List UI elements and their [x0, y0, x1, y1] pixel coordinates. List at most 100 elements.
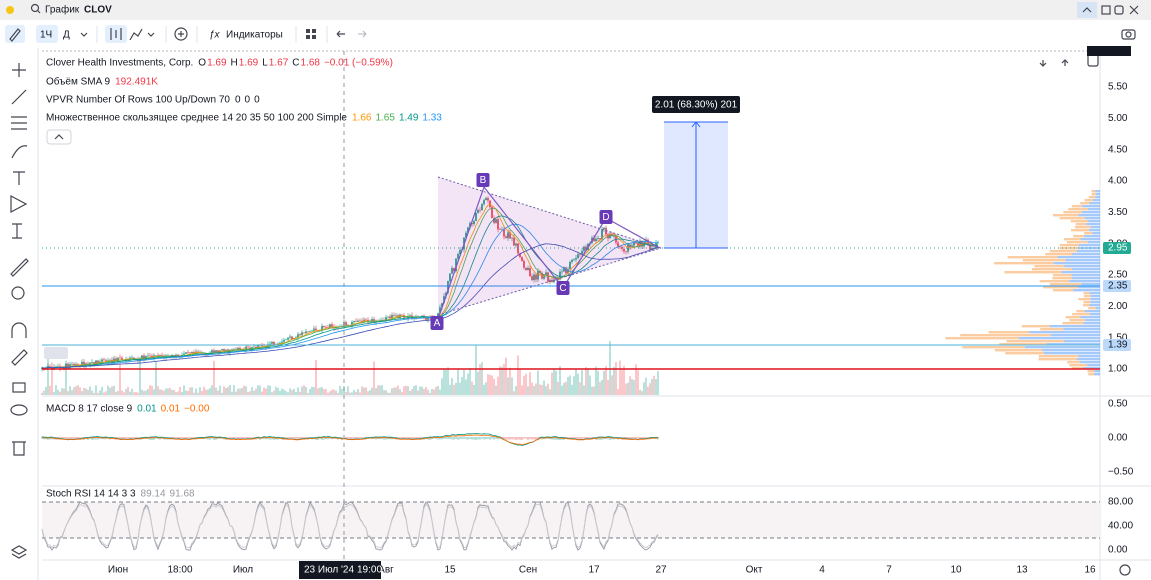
- candle-body: [469, 223, 471, 228]
- draw-button[interactable]: [5, 25, 25, 43]
- time-axis-settings[interactable]: [1119, 564, 1131, 576]
- volume-bar: [337, 392, 339, 395]
- volume-bar: [627, 382, 629, 395]
- volume-profile-up: [1074, 226, 1091, 229]
- zoom-tool[interactable]: [11, 286, 25, 300]
- volume-bar: [275, 386, 277, 395]
- candle-body: [451, 268, 453, 274]
- triangle-pattern[interactable]: [438, 177, 661, 315]
- volume-bar: [187, 391, 189, 395]
- pattern-tool[interactable]: [10, 195, 28, 213]
- eye-badge[interactable]: [44, 347, 68, 359]
- interval[interactable]: 1Ч: [40, 30, 52, 41]
- area-icon[interactable]: [129, 28, 143, 41]
- dropdown-icon[interactable]: [147, 32, 155, 37]
- macd-hist: [397, 437, 399, 439]
- indicators-button[interactable]: Индикаторы: [226, 30, 283, 41]
- candle-body: [511, 237, 513, 239]
- prediction-tool[interactable]: [12, 223, 22, 239]
- restore-button[interactable]: [1101, 5, 1111, 15]
- macd-hist: [555, 437, 557, 440]
- volume-bar: [543, 380, 545, 395]
- trendline-tool[interactable]: [11, 89, 27, 105]
- volume-bar: [463, 369, 465, 395]
- volume-bar: [461, 377, 463, 395]
- volume-bar: [165, 388, 167, 395]
- macd-hist: [597, 437, 599, 440]
- volume-bar: [199, 387, 201, 395]
- legend-value: 1.65: [375, 113, 395, 124]
- legend-value: 1.33: [422, 113, 442, 124]
- volume-bar: [259, 385, 261, 395]
- search-icon[interactable]: [30, 3, 40, 13]
- collapse-button[interactable]: [1077, 2, 1097, 18]
- candle-body: [551, 279, 553, 283]
- add-icon[interactable]: [174, 27, 188, 41]
- candle-body: [147, 355, 149, 357]
- candle-body: [313, 328, 315, 331]
- volume-bar: [213, 360, 215, 395]
- candle-body: [303, 332, 305, 334]
- volume-bar: [523, 375, 525, 395]
- lock-draw-tool[interactable]: [11, 349, 28, 366]
- interval-button[interactable]: [36, 25, 58, 43]
- camera-icon[interactable]: [1121, 29, 1136, 40]
- candle-body: [459, 249, 461, 255]
- layers-tool[interactable]: [10, 545, 28, 559]
- volume-bar: [179, 386, 181, 395]
- candle-body: [213, 350, 215, 353]
- moving-average: [41, 243, 659, 369]
- volume-bar: [167, 388, 169, 395]
- symbol[interactable]: CLOV: [84, 5, 112, 16]
- redo-icon[interactable]: [358, 30, 367, 38]
- candle-body: [611, 233, 613, 237]
- macd-hist: [63, 437, 65, 439]
- close-button[interactable]: [1129, 5, 1139, 15]
- volume-bar: [457, 368, 459, 395]
- volume-bar: [323, 389, 325, 395]
- volume-profile-down: [1088, 208, 1100, 211]
- dropdown-icon[interactable]: [80, 32, 88, 37]
- volume-bar: [49, 385, 51, 395]
- delete-tool[interactable]: [12, 441, 26, 456]
- macd-hist: [187, 437, 189, 440]
- volume-bar: [297, 387, 299, 395]
- time-tick-label: Сен: [519, 565, 537, 576]
- volume-bar: [151, 386, 153, 395]
- macd-hist: [473, 437, 475, 440]
- volume-profile-up: [1052, 214, 1079, 217]
- candle-body: [487, 198, 489, 201]
- chart-style[interactable]: Д: [63, 30, 70, 41]
- volume-bar: [169, 387, 171, 395]
- brush-tool[interactable]: [11, 145, 28, 159]
- layout-icon[interactable]: [306, 29, 316, 39]
- crosshair-tool[interactable]: [12, 63, 26, 77]
- visibility-tool[interactable]: [10, 404, 28, 416]
- macd-hist: [451, 437, 453, 440]
- volume-bar: [97, 392, 99, 395]
- collapse-legend[interactable]: [46, 129, 72, 145]
- candle-body: [329, 324, 331, 328]
- toolbar: [0, 20, 1151, 48]
- volume-profile-up: [1069, 364, 1088, 367]
- candle-body: [91, 362, 93, 363]
- text-tool[interactable]: [13, 171, 25, 185]
- macd-hist: [497, 437, 499, 440]
- volume-bar: [357, 388, 359, 395]
- ruler-tool[interactable]: [10, 258, 29, 277]
- lock-tool[interactable]: [12, 382, 26, 393]
- detach-button[interactable]: [1114, 5, 1124, 15]
- volume-bar: [377, 385, 379, 395]
- fib-tool[interactable]: [11, 116, 27, 130]
- volume-bar: [649, 383, 651, 395]
- undo-icon[interactable]: [336, 30, 345, 38]
- volume-profile-down: [1078, 247, 1100, 250]
- volume-bar: [507, 377, 509, 395]
- macd-hist: [285, 437, 287, 439]
- pane-arrows[interactable]: [1039, 59, 1069, 67]
- candle-body: [535, 274, 537, 280]
- magnet-tool[interactable]: [11, 322, 27, 338]
- macd-hist: [245, 437, 247, 440]
- macd-hist: [517, 437, 519, 440]
- macd-hist: [487, 437, 489, 439]
